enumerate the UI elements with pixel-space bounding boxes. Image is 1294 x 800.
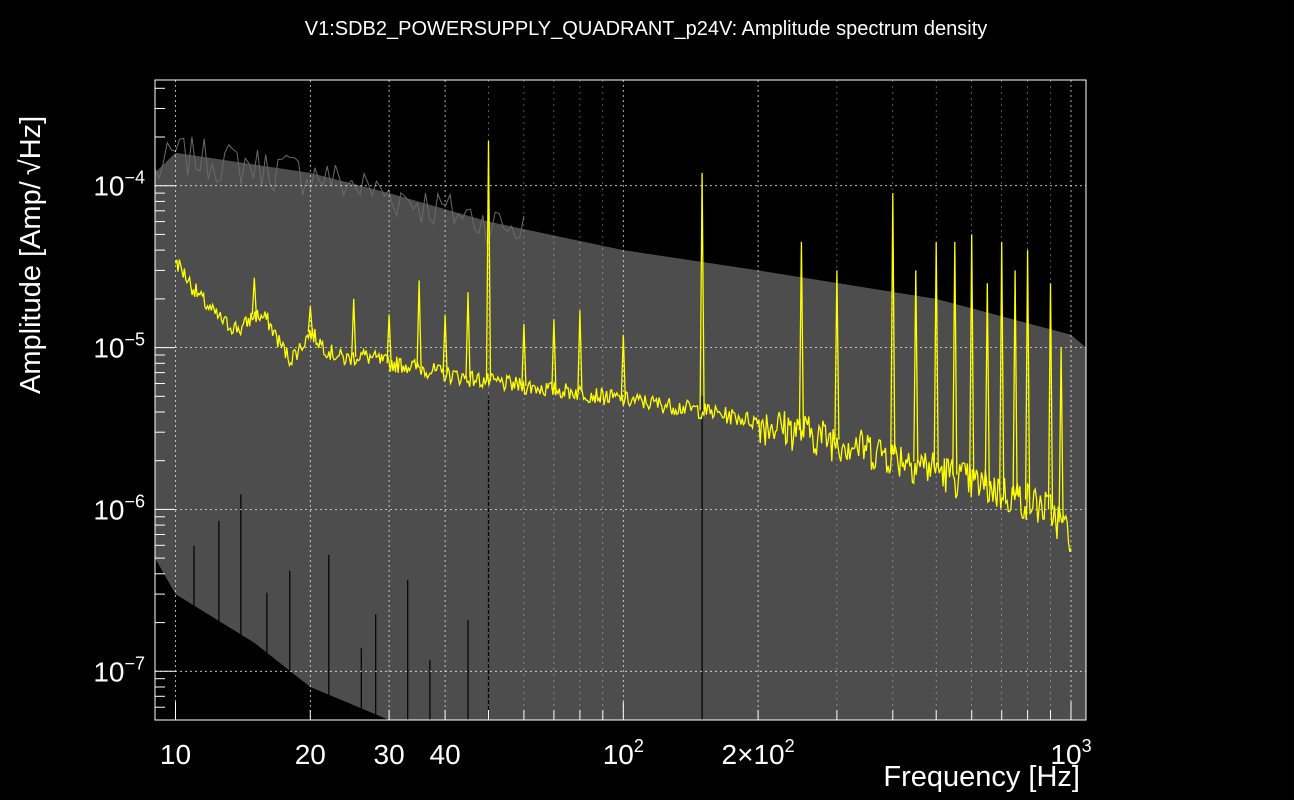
y-tick-label: 10−5	[93, 330, 145, 364]
spectrum-peak	[933, 241, 939, 469]
x-tick-label: 40	[430, 739, 461, 770]
spectrum-peak	[952, 241, 958, 475]
spectrum-peak	[1058, 347, 1064, 523]
spectrum-peak	[251, 277, 257, 315]
reference-band-layer	[154, 136, 1086, 720]
x-tick-label: 20	[295, 739, 326, 770]
spectrum-peak	[1024, 250, 1031, 500]
spectrum-peak	[913, 270, 919, 462]
spectrum-peak	[307, 306, 313, 332]
x-tick-label: 30	[374, 739, 405, 770]
spectrum-peak	[416, 280, 422, 368]
spectrum-peak	[1012, 270, 1018, 496]
y-tick-label: 10−4	[93, 168, 145, 202]
spectrum-peak	[798, 241, 805, 430]
y-axis-label: Amplitude [Amp/ √Hz]	[15, 116, 47, 394]
spectrum-peak	[1047, 283, 1054, 510]
spectrum-peak	[386, 314, 392, 364]
spectrum-peak	[834, 270, 840, 440]
y-axis-label-unit: Hz]	[15, 116, 47, 160]
spectrum-peak	[699, 172, 705, 411]
y-tick-label: 10−7	[93, 653, 145, 687]
reference-trace	[154, 136, 525, 247]
spectrum-line-layer	[174, 140, 1072, 553]
chart-title: V1:SDB2_POWERSUPPLY_QUADRANT_p24V: Ampli…	[305, 18, 988, 40]
y-tick-label: 10−6	[93, 491, 145, 525]
y-axis-label-radical: √	[15, 159, 47, 175]
spectrum-peak	[465, 292, 471, 378]
x-tick-label: 103	[1050, 736, 1091, 770]
spectrum-peak	[890, 193, 896, 455]
spectrum-peak	[999, 241, 1005, 492]
spectrum-peak	[620, 334, 626, 400]
x-tick-label: 2×102	[722, 736, 795, 770]
reference-band	[155, 152, 1086, 720]
x-tick-label: 10	[160, 739, 191, 770]
grid-layer	[155, 80, 1086, 720]
spectrum-line	[174, 259, 1072, 553]
axis-layer: 10 20 30 40 102 2×102 103 10−7 10−6 10−5 10−4	[93, 79, 1092, 770]
spectrum-peak	[551, 319, 557, 390]
spectrum-peak	[521, 323, 527, 386]
spectrum-peak	[485, 140, 492, 382]
y-axis-label-prefix: Amplitude [Amp/	[15, 180, 47, 394]
x-axis-label: Frequency [Hz]	[883, 761, 1080, 793]
spectrum-peak	[577, 310, 583, 393]
spectrum-peak	[442, 314, 448, 374]
x-tick-label: 102	[603, 736, 644, 770]
spectrum-peak	[351, 298, 357, 357]
spectrum-peak	[984, 283, 990, 487]
svg-text:Amplitude [Amp/√Hz]: Amplitude [Amp/ √Hz]	[15, 116, 47, 394]
plot-frame	[154, 79, 1087, 721]
spectrum-peak	[969, 234, 975, 481]
